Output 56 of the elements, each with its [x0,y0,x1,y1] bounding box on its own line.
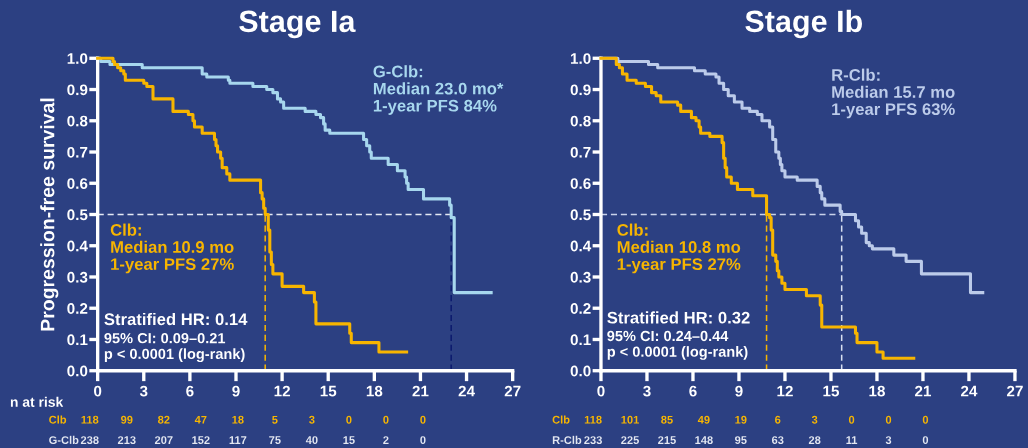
y-tick-label: 0.4 [67,240,88,252]
annotation: Stratified HR: 0.32 95% CI: 0.24–0.44 p < 0.0001 (log-rank) [607,311,750,360]
annotation: Clb: Median 10.9 mo 1-year PFS 27% [110,223,234,274]
y-tick-label: 0.0 [570,365,591,377]
x-tick-label: 12 [777,385,793,397]
y-tick-label: 0.9 [570,84,591,96]
chart-title: Stage Ib [745,9,862,39]
annotation: Stratified HR: 0.14 95% CI: 0.09–0.21 p < 0.0001 (log-rank) [104,312,248,362]
annotation: R-Clb: Median 15.7 mo 1-year PFS 63% [832,68,955,119]
y-tick-label: 0.2 [67,303,88,314]
y-tick-label: 0.6 [67,178,88,189]
y-tick-label: 0.6 [570,178,591,189]
y-tick-label: 0.9 [67,84,88,96]
y-axis-title: Progression-free survival [40,98,59,331]
text: Clb 118 99 82 47 18 5 3 0 0 0 [49,415,426,424]
x-tick-label: 0 [597,385,605,397]
text: R-Clb 233 225 215 148 95 63 28 11 3 0 [552,435,929,445]
x-tick-label: 24 [960,385,978,397]
x-tick-label: 3 [139,385,148,397]
y-tick-label: 0.1 [67,334,88,346]
chart-title: Stage Ia [239,10,356,39]
x-tick-label: 6 [186,385,194,397]
y-tick-label: 0.5 [67,209,88,221]
x-tick-label: 15 [320,385,337,397]
y-tick-label: 0.8 [570,115,591,127]
y-tick-label: 0.3 [67,271,88,283]
text: G-Clb 238 213 207 152 117 75 40 15 2 0 [49,435,426,445]
y-tick-label: 0.2 [570,303,591,314]
x-tick-label: 15 [823,385,840,397]
x-tick-label: 24 [458,385,475,397]
x-tick-label: 18 [366,385,383,397]
x-tick-label: 12 [274,385,290,397]
y-tick-label: 0.3 [570,271,591,283]
x-tick-label: 0 [94,385,102,397]
x-tick-label: 27 [1006,385,1023,397]
y-tick-label: 0.1 [570,334,591,346]
y-tick-label: 0.4 [570,240,592,252]
text: Clb 118 101 85 49 19 6 3 0 0 0 [552,415,929,424]
y-tick-label: 1.0 [67,53,88,64]
text: n at risk [10,396,64,407]
y-tick-label: 0.0 [67,365,88,377]
x-tick-label: 21 [914,385,932,397]
y-tick-label: 1.0 [570,53,591,64]
annotation: Clb: Median 10.8 mo 1-year PFS 27% [617,223,741,274]
y-tick-label: 0.5 [570,209,591,221]
x-tick-label: 18 [869,385,885,397]
x-tick-label: 9 [232,385,240,397]
x-tick-label: 9 [735,385,743,397]
y-tick-label: 0.8 [67,115,88,127]
x-tick-label: 3 [643,385,651,397]
annotation: G-Clb: Median 23.0 mo* 1-year PFS 84% [373,65,504,115]
y-tick-label: 0.7 [570,146,591,158]
x-tick-label: 6 [689,385,697,397]
x-tick-label: 21 [412,385,429,397]
y-tick-label: 0.7 [67,146,88,158]
x-tick-label: 27 [504,385,521,397]
